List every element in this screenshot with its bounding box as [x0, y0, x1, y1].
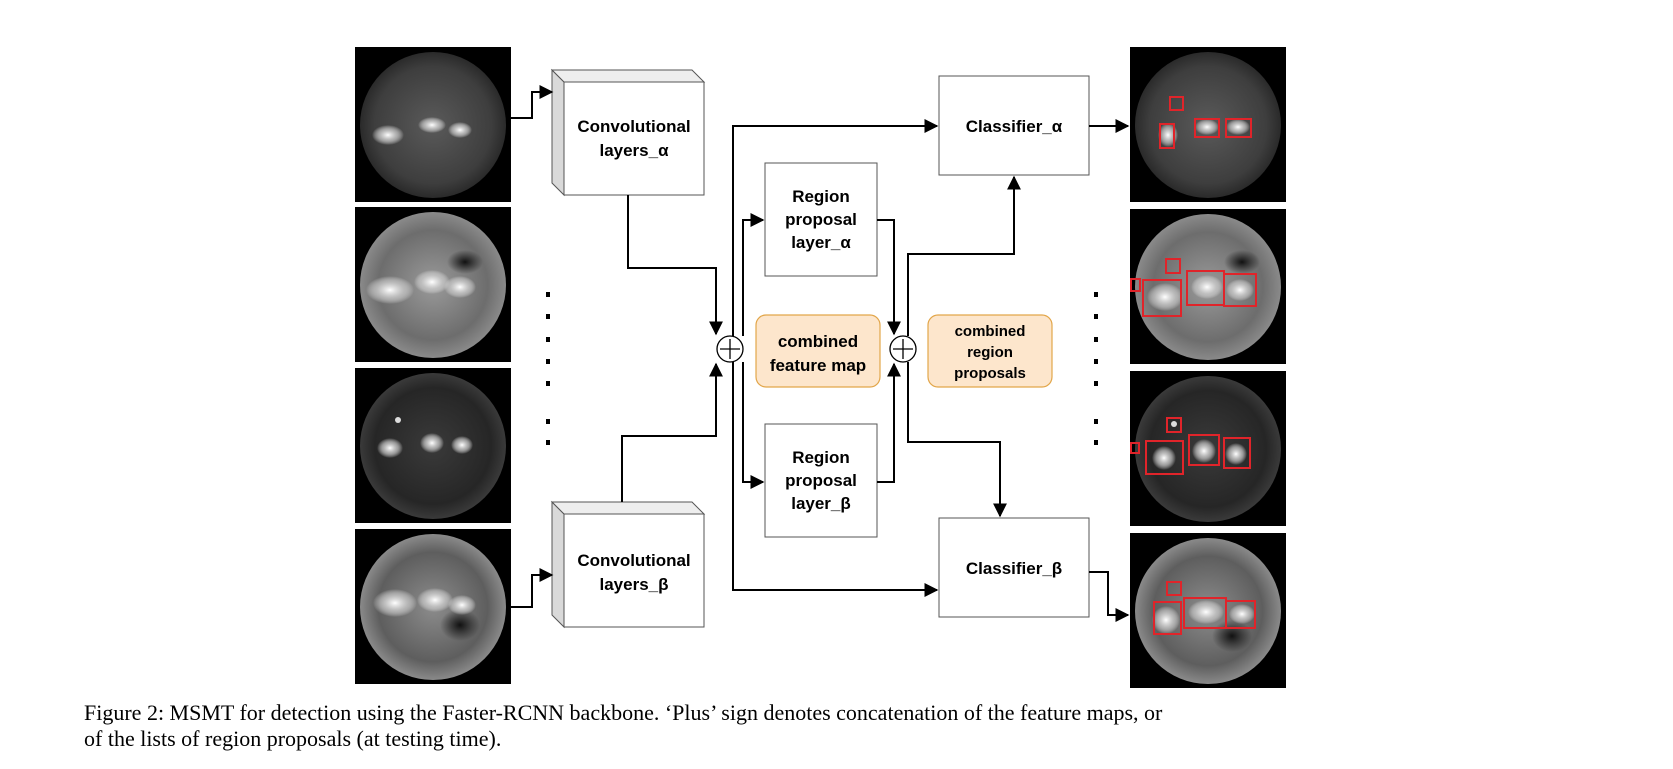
right-ellipsis: [1094, 292, 1098, 445]
detection-boxes: [1130, 417, 1251, 475]
concat-plus-icon-proposals: [889, 335, 917, 363]
output-image-3: [1130, 371, 1286, 526]
conv-alpha-line1: Convolutional: [577, 117, 690, 136]
output-image-4: [1130, 533, 1286, 688]
output-image-1: [1130, 47, 1286, 202]
rpn-alpha-box: Region proposal layer_α: [764, 162, 878, 277]
left-ellipsis: [546, 292, 550, 445]
connectors: [511, 85, 1130, 622]
conv-beta-line2: layers_β: [600, 575, 669, 594]
conv-alpha-line2: layers_α: [599, 141, 669, 160]
detection-boxes: [1153, 581, 1256, 635]
detection-boxes: [1159, 96, 1252, 149]
input-image-3: [355, 368, 511, 523]
input-image-1: [355, 47, 511, 202]
conv-layers-alpha-box: Convolutional layers_α: [550, 68, 706, 197]
classifier-alpha-box: Classifier_α: [938, 75, 1090, 176]
caption-line-1: Figure 2: MSMT for detection using the F…: [84, 700, 1163, 725]
svg-text:Classifier_β: Classifier_β: [966, 559, 1062, 578]
caption-line-2: of the lists of region proposals (at tes…: [84, 726, 502, 751]
rpn-beta-box: Region proposal layer_β: [764, 423, 878, 538]
classifier-beta-box: Classifier_β: [938, 517, 1090, 618]
detection-boxes: [1130, 258, 1257, 317]
combined-feature-map-label: combined feature map: [755, 314, 881, 388]
conv-beta-line1: Convolutional: [577, 551, 690, 570]
conv-layers-beta-box: Convolutional layers_β: [550, 500, 706, 629]
input-image-2: [355, 207, 511, 362]
input-image-4: [355, 529, 511, 684]
svg-text:Classifier_α: Classifier_α: [966, 117, 1063, 136]
concat-plus-icon-features: [716, 335, 744, 363]
output-image-2: [1130, 209, 1286, 364]
figure-caption: Figure 2: MSMT for detection using the F…: [84, 700, 1584, 752]
combined-region-proposals-label: combined region proposals: [927, 314, 1053, 388]
